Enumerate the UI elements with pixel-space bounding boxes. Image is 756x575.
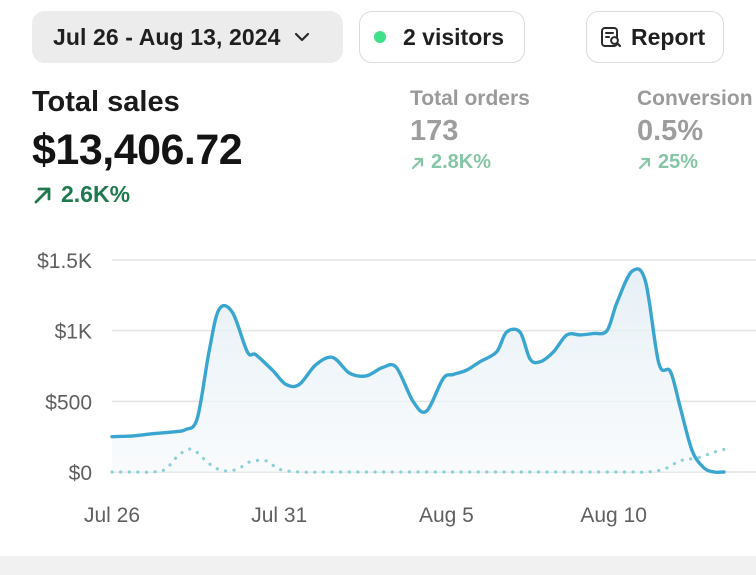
metric-change: 25% [637,151,753,174]
x-tick-label: Aug 10 [580,504,647,527]
x-tick-label: Jul 26 [84,504,140,527]
metric-value: 0.5% [637,115,704,147]
date-range-label: Jul 26 - Aug 13, 2024 [53,23,281,50]
live-dot-icon [374,31,386,43]
bottom-scroll-area [0,556,756,575]
series-area-current [112,268,724,473]
metric-change-value: 2.8K% [431,151,492,173]
series-line-previous [110,447,726,474]
metric-title: Conversion [637,87,753,110]
y-tick-label: $1K [55,321,92,344]
x-tick-label: Aug 5 [419,504,474,527]
date-range-selector[interactable]: Jul 26 - Aug 13, 2024 [32,11,343,63]
report-button[interactable]: Report [586,11,724,63]
metric-conversion[interactable]: Conversion 0.5% 25% [637,87,753,174]
y-tick-label: $500 [45,391,92,414]
metric-change-value: 2.6K% [61,181,131,207]
metric-title: Total orders [410,87,530,110]
chevron-down-icon [294,32,309,42]
series-line-current [110,267,726,475]
metric-change: 2.8K% [410,151,530,174]
visitors-label: 2 visitors [403,23,504,50]
report-label: Report [631,23,706,50]
x-tick-label: Jul 31 [251,504,307,527]
arrow-up-right-icon [34,187,51,203]
metric-change-value: 25% [658,151,699,173]
metric-change: 2.6K% [32,181,242,208]
metric-title: Total sales [32,86,180,118]
y-tick-label: $1.5K [37,250,92,273]
y-tick-label: $0 [69,462,92,485]
metric-total-sales[interactable]: Total sales $13,406.72 2.6K% [32,86,243,208]
arrow-up-right-icon [638,157,651,169]
metric-value: $13,406.72 [32,126,243,174]
report-search-icon [601,27,622,48]
metric-value: 173 [410,115,459,147]
live-visitors-button[interactable]: 2 visitors [359,11,525,63]
metric-total-orders[interactable]: Total orders 173 2.8K% [410,87,530,174]
arrow-up-right-icon [411,157,424,169]
